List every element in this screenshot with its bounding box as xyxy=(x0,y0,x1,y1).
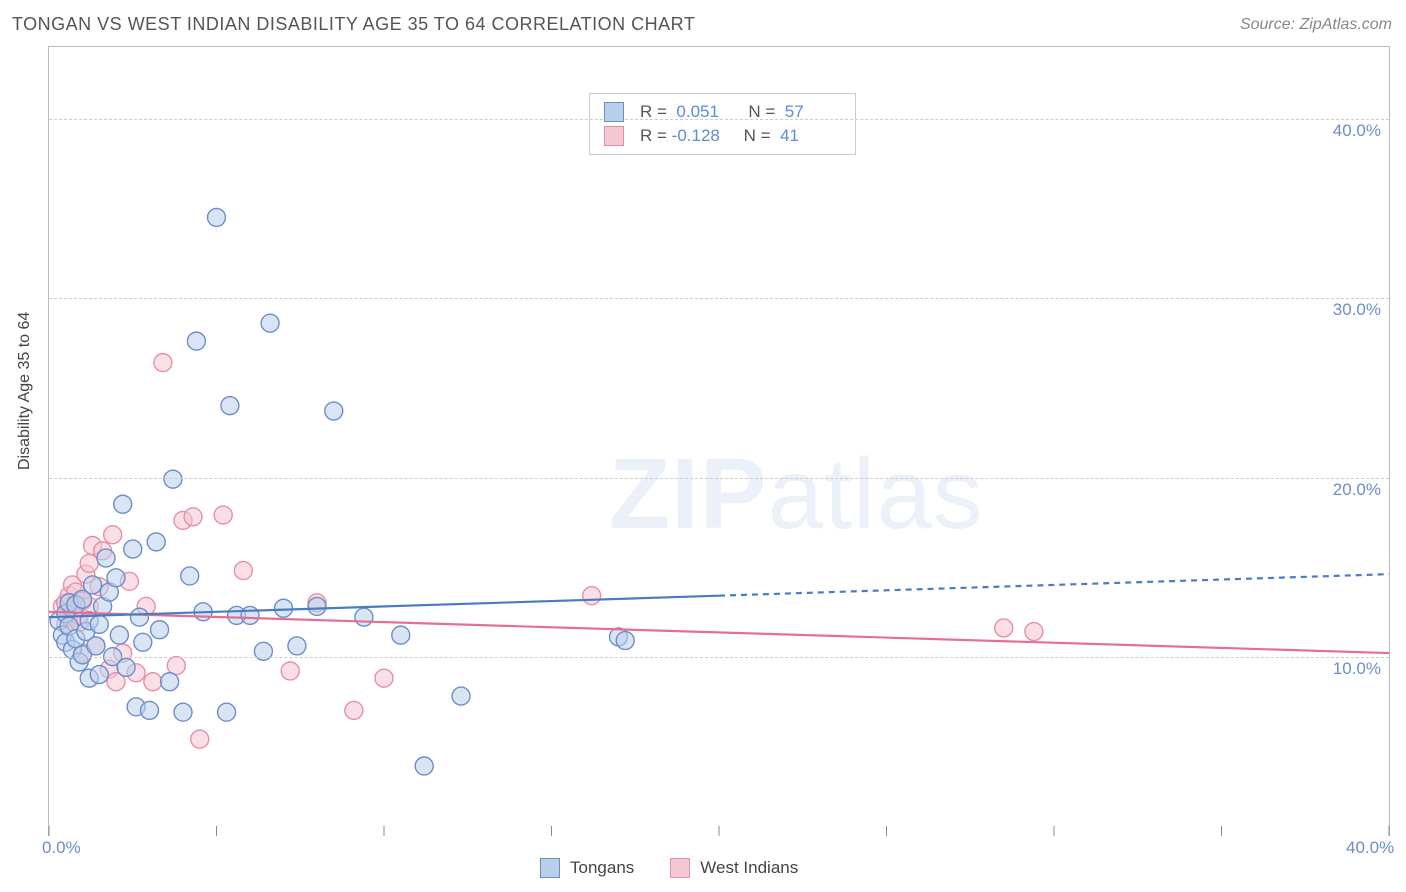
legend-series: Tongans West Indians xyxy=(540,858,798,878)
legend-stats-row-1: R = 0.051 N = 57 xyxy=(604,100,841,124)
xtick-label-min: 0.0% xyxy=(42,838,81,858)
chart-container: TONGAN VS WEST INDIAN DISABILITY AGE 35 … xyxy=(0,0,1406,892)
legend-stats-row-2: R = -0.128 N = 41 xyxy=(604,124,841,148)
legend-stats: R = 0.051 N = 57 R = -0.128 N = 41 xyxy=(589,93,856,155)
grid-line xyxy=(49,478,1389,479)
ytick-label: 40.0% xyxy=(1333,121,1381,141)
legend-label-tongans: Tongans xyxy=(570,858,634,878)
legend-item-tongans: Tongans xyxy=(540,858,634,878)
ytick-label: 10.0% xyxy=(1333,659,1381,679)
grid-line xyxy=(49,298,1389,299)
legend-label-westindians: West Indians xyxy=(700,858,798,878)
ytick-label: 20.0% xyxy=(1333,480,1381,500)
legend-swatch-westindians-bottom xyxy=(670,858,690,878)
legend-item-westindians: West Indians xyxy=(670,858,798,878)
chart-canvas xyxy=(49,47,1389,836)
plot-area: ZIPatlas R = 0.051 N = 57 R = -0.128 N =… xyxy=(48,46,1390,836)
source-label: Source: ZipAtlas.com xyxy=(1240,16,1392,34)
xtick-label-max: 40.0% xyxy=(1346,838,1394,858)
grid-line xyxy=(49,657,1389,658)
chart-title: TONGAN VS WEST INDIAN DISABILITY AGE 35 … xyxy=(12,14,695,35)
grid-line xyxy=(49,119,1389,120)
y-axis-label: Disability Age 35 to 64 xyxy=(16,312,34,470)
legend-swatch-tongans-bottom xyxy=(540,858,560,878)
ytick-label: 30.0% xyxy=(1333,300,1381,320)
legend-swatch-westindians xyxy=(604,126,624,146)
